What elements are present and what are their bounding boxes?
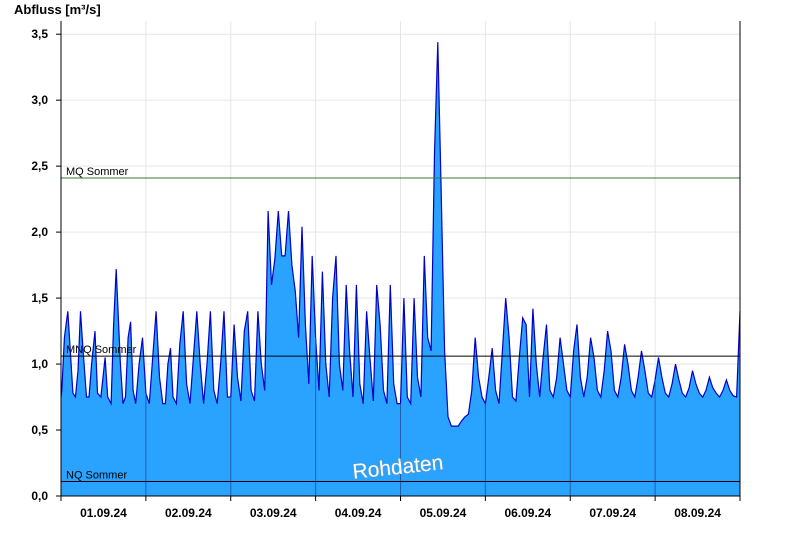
day-separators [145, 337, 656, 496]
y-tick-label: 3,0 [31, 93, 48, 107]
x-tick-label: 01.09.24 [80, 506, 127, 520]
x-tick-label: 07.09.24 [589, 506, 636, 520]
y-tick-label: 2,0 [31, 225, 48, 239]
reference-lines: MQ Sommer MNQ Sommer NQ Sommer [61, 166, 740, 482]
ref-label: MQ Sommer [66, 166, 129, 178]
y-tick-label: 3,5 [31, 27, 48, 41]
axes: 0,0 0,5 1,0 1,5 2,0 2,5 3,0 3,5 01.09.24 02.09.24… [31, 21, 741, 520]
y-tick-label: 1,5 [31, 291, 48, 305]
y-tick-label: 1,0 [31, 357, 48, 371]
x-tick-label: 05.09.24 [420, 506, 467, 520]
y-tick-label: 0,5 [31, 423, 48, 437]
x-tick-label: 02.09.24 [165, 506, 212, 520]
x-tick-label: 03.09.24 [250, 506, 297, 520]
x-tick-label: 04.09.24 [335, 506, 382, 520]
x-tick-label: 08.09.24 [674, 506, 721, 520]
ref-label: MNQ Sommer [66, 344, 137, 356]
ref-label: NQ Sommer [66, 469, 127, 481]
y-tick-label: 2,5 [31, 159, 48, 173]
y-axis-label: Abfluss [m³/s] [14, 2, 101, 17]
discharge-line [60, 42, 741, 427]
x-tick-label: 06.09.24 [504, 506, 551, 520]
y-tick-label: 0,0 [31, 489, 48, 503]
